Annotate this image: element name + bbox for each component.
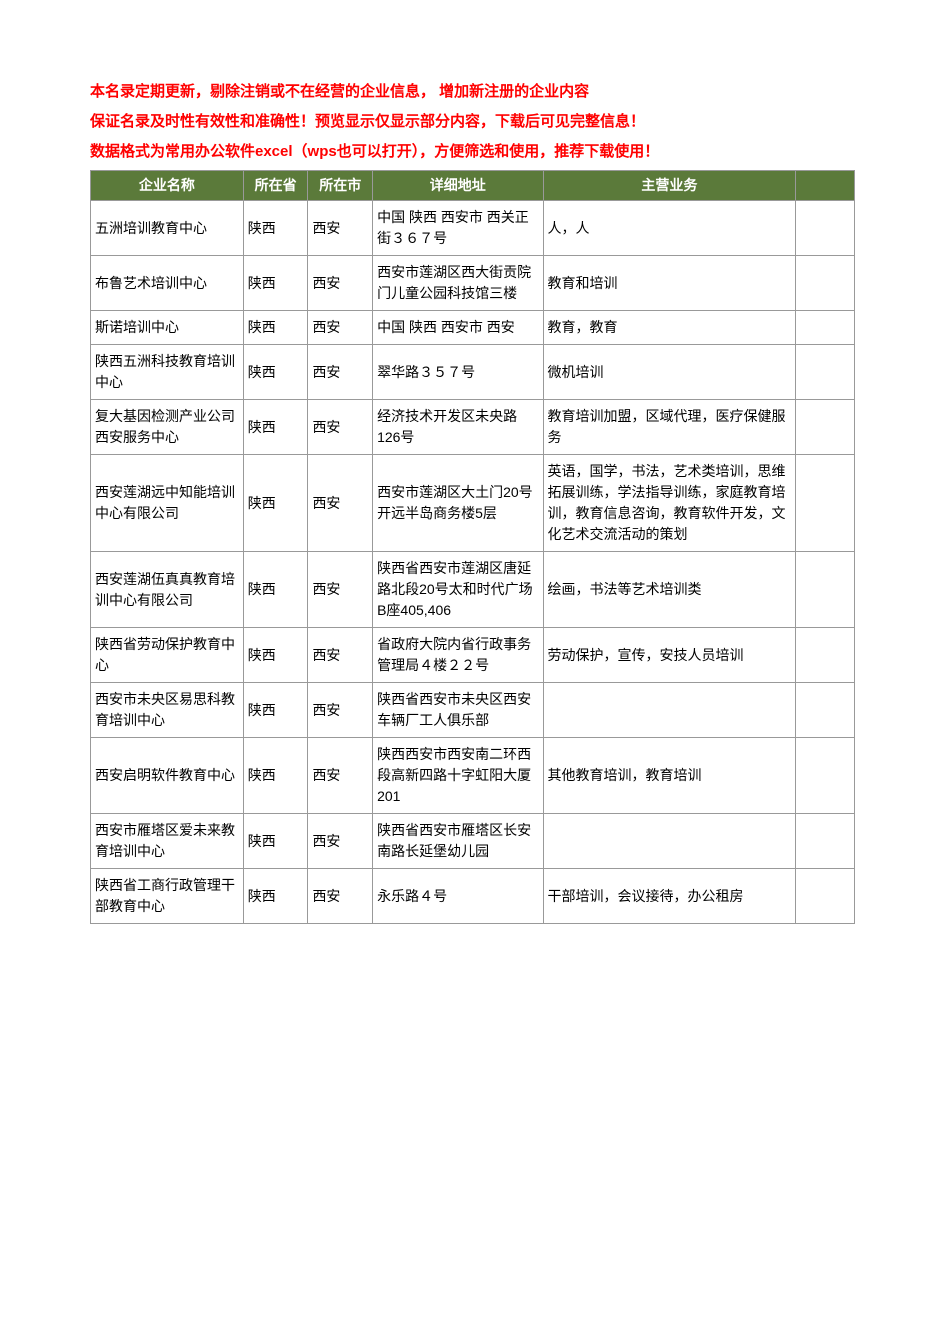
table-cell: 陕西 — [243, 400, 308, 455]
table-cell: 西安 — [308, 738, 373, 814]
table-row: 陕西省劳动保护教育中心陕西西安省政府大院内省行政事务管理局４楼２２号劳动保护，宣… — [91, 628, 855, 683]
table-row: 西安莲湖伍真真教育培训中心有限公司陕西西安陕西省西安市莲湖区唐延路北段20号太和… — [91, 552, 855, 628]
table-row: 陕西五洲科技教育培训中心陕西西安翠华路３５７号微机培训 — [91, 345, 855, 400]
table-cell: 陕西 — [243, 738, 308, 814]
table-cell: 西安 — [308, 400, 373, 455]
table-cell: 斯诺培训中心 — [91, 311, 244, 345]
table-cell: 绘画，书法等艺术培训类 — [543, 552, 796, 628]
table-cell — [796, 869, 855, 924]
col-header-province: 所在省 — [243, 171, 308, 201]
table-row: 五洲培训教育中心陕西西安中国 陕西 西安市 西关正街３６７号人，人 — [91, 201, 855, 256]
table-cell: 陕西省工商行政管理干部教育中心 — [91, 869, 244, 924]
table-cell: 教育培训加盟，区域代理，医疗保健服务 — [543, 400, 796, 455]
table-cell — [796, 256, 855, 311]
table-cell — [796, 311, 855, 345]
table-cell: 教育，教育 — [543, 311, 796, 345]
table-row: 斯诺培训中心陕西西安中国 陕西 西安市 西安教育，教育 — [91, 311, 855, 345]
notice-line-3: 数据格式为常用办公软件excel（wps也可以打开），方便筛选和使用，推荐下载使… — [90, 140, 855, 164]
table-cell — [796, 628, 855, 683]
notice-block: 本名录定期更新，剔除注销或不在经营的企业信息， 增加新注册的企业内容 保证名录及… — [90, 80, 855, 164]
table-cell: 陕西省劳动保护教育中心 — [91, 628, 244, 683]
table-cell: 西安市莲湖区大土门20号开远半岛商务楼5层 — [373, 455, 543, 552]
table-cell: 干部培训，会议接待，办公租房 — [543, 869, 796, 924]
table-header-row: 企业名称 所在省 所在市 详细地址 主营业务 — [91, 171, 855, 201]
table-cell — [543, 683, 796, 738]
table-cell: 陕西 — [243, 628, 308, 683]
table-cell: 陕西 — [243, 683, 308, 738]
table-row: 复大基因检测产业公司西安服务中心陕西西安经济技术开发区未央路126号教育培训加盟… — [91, 400, 855, 455]
table-cell — [796, 683, 855, 738]
col-header-address: 详细地址 — [373, 171, 543, 201]
table-cell: 五洲培训教育中心 — [91, 201, 244, 256]
table-row: 西安莲湖远中知能培训中心有限公司陕西西安西安市莲湖区大土门20号开远半岛商务楼5… — [91, 455, 855, 552]
table-row: 西安市未央区易思科教育培训中心陕西西安陕西省西安市未央区西安车辆厂工人俱乐部 — [91, 683, 855, 738]
table-cell: 经济技术开发区未央路126号 — [373, 400, 543, 455]
table-cell — [796, 455, 855, 552]
table-cell — [796, 738, 855, 814]
company-table: 企业名称 所在省 所在市 详细地址 主营业务 五洲培训教育中心陕西西安中国 陕西… — [90, 170, 855, 924]
table-cell: 复大基因检测产业公司西安服务中心 — [91, 400, 244, 455]
table-cell: 微机培训 — [543, 345, 796, 400]
table-cell — [796, 345, 855, 400]
table-cell: 陕西省西安市雁塔区长安南路长延堡幼儿园 — [373, 814, 543, 869]
table-cell: 中国 陕西 西安市 西关正街３６７号 — [373, 201, 543, 256]
table-cell — [543, 814, 796, 869]
table-cell — [796, 201, 855, 256]
table-row: 陕西省工商行政管理干部教育中心陕西西安永乐路４号干部培训，会议接待，办公租房 — [91, 869, 855, 924]
table-cell: 西安 — [308, 201, 373, 256]
table-cell: 其他教育培训，教育培训 — [543, 738, 796, 814]
table-cell: 陕西省西安市莲湖区唐延路北段20号太和时代广场B座405,406 — [373, 552, 543, 628]
col-header-city: 所在市 — [308, 171, 373, 201]
table-cell: 西安 — [308, 814, 373, 869]
table-cell: 西安莲湖伍真真教育培训中心有限公司 — [91, 552, 244, 628]
table-cell: 劳动保护，宣传，安技人员培训 — [543, 628, 796, 683]
col-header-extra — [796, 171, 855, 201]
table-cell — [796, 814, 855, 869]
table-cell: 陕西 — [243, 552, 308, 628]
col-header-business: 主营业务 — [543, 171, 796, 201]
table-cell: 翠华路３５７号 — [373, 345, 543, 400]
table-cell: 西安 — [308, 552, 373, 628]
table-cell: 西安市雁塔区爱未来教育培训中心 — [91, 814, 244, 869]
notice-line-2: 保证名录及时性有效性和准确性！预览显示仅显示部分内容，下载后可见完整信息！ — [90, 110, 855, 134]
table-cell: 省政府大院内省行政事务管理局４楼２２号 — [373, 628, 543, 683]
table-cell: 永乐路４号 — [373, 869, 543, 924]
table-cell: 西安 — [308, 628, 373, 683]
table-cell: 人，人 — [543, 201, 796, 256]
table-cell: 西安 — [308, 256, 373, 311]
table-cell: 陕西省西安市未央区西安车辆厂工人俱乐部 — [373, 683, 543, 738]
table-cell: 布鲁艺术培训中心 — [91, 256, 244, 311]
table-cell: 西安 — [308, 455, 373, 552]
table-cell: 中国 陕西 西安市 西安 — [373, 311, 543, 345]
table-cell — [796, 552, 855, 628]
table-cell: 陕西 — [243, 345, 308, 400]
col-header-name: 企业名称 — [91, 171, 244, 201]
table-cell: 西安 — [308, 311, 373, 345]
table-cell: 陕西 — [243, 814, 308, 869]
table-row: 布鲁艺术培训中心陕西西安西安市莲湖区西大街贡院门儿童公园科技馆三楼教育和培训 — [91, 256, 855, 311]
table-cell: 西安市莲湖区西大街贡院门儿童公园科技馆三楼 — [373, 256, 543, 311]
table-cell: 西安 — [308, 869, 373, 924]
table-cell: 陕西 — [243, 256, 308, 311]
table-cell: 陕西 — [243, 869, 308, 924]
table-cell: 教育和培训 — [543, 256, 796, 311]
table-row: 西安启明软件教育中心陕西西安陕西西安市西安南二环西段高新四路十字虹阳大厦201其… — [91, 738, 855, 814]
table-row: 西安市雁塔区爱未来教育培训中心陕西西安陕西省西安市雁塔区长安南路长延堡幼儿园 — [91, 814, 855, 869]
table-cell — [796, 400, 855, 455]
table-body: 五洲培训教育中心陕西西安中国 陕西 西安市 西关正街３６７号人，人布鲁艺术培训中… — [91, 201, 855, 924]
table-cell: 陕西 — [243, 455, 308, 552]
table-cell: 陕西五洲科技教育培训中心 — [91, 345, 244, 400]
table-cell: 英语，国学，书法，艺术类培训，思维拓展训练，学法指导训练，家庭教育培训，教育信息… — [543, 455, 796, 552]
notice-line-1: 本名录定期更新，剔除注销或不在经营的企业信息， 增加新注册的企业内容 — [90, 80, 855, 104]
table-cell: 西安 — [308, 683, 373, 738]
table-cell: 陕西 — [243, 201, 308, 256]
table-cell: 西安 — [308, 345, 373, 400]
table-cell: 西安莲湖远中知能培训中心有限公司 — [91, 455, 244, 552]
table-cell: 西安启明软件教育中心 — [91, 738, 244, 814]
table-cell: 西安市未央区易思科教育培训中心 — [91, 683, 244, 738]
table-cell: 陕西西安市西安南二环西段高新四路十字虹阳大厦201 — [373, 738, 543, 814]
table-cell: 陕西 — [243, 311, 308, 345]
